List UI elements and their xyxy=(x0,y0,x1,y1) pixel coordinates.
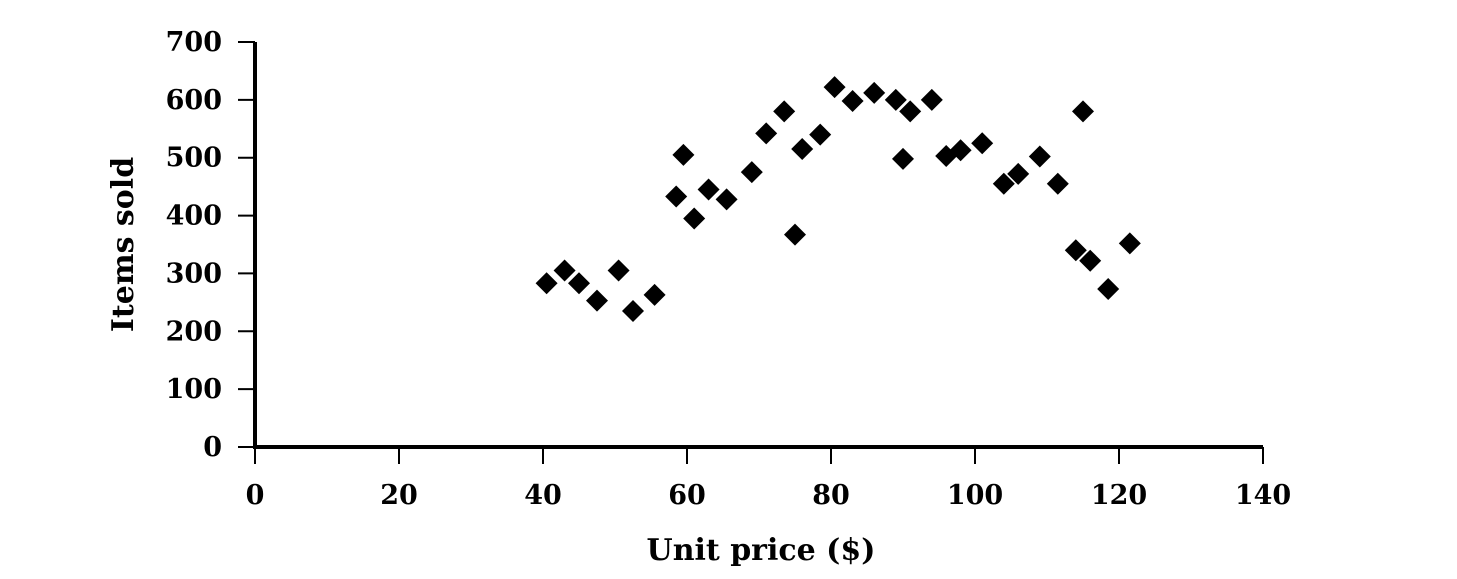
data-point xyxy=(1028,145,1051,168)
data-point xyxy=(784,223,806,246)
y-tick-label: 600 xyxy=(166,85,222,116)
data-points xyxy=(535,76,1141,323)
data-point xyxy=(535,272,558,295)
data-point xyxy=(607,259,630,282)
data-point xyxy=(643,283,666,306)
x-tick-label: 80 xyxy=(812,480,850,511)
x-axis-ticks: 0 20 40 60 80 100 120 140 xyxy=(246,447,1291,511)
data-point xyxy=(665,185,688,208)
data-point xyxy=(672,143,695,166)
x-tick-label: 20 xyxy=(380,480,418,511)
data-point xyxy=(683,207,706,230)
y-tick-label: 400 xyxy=(166,201,222,232)
data-point xyxy=(740,161,763,184)
data-point xyxy=(1072,100,1094,123)
x-tick-label: 120 xyxy=(1091,480,1147,511)
y-tick-label: 700 xyxy=(166,27,222,58)
data-point xyxy=(1046,172,1069,195)
data-point xyxy=(863,81,886,104)
y-axis-title: Items sold xyxy=(106,157,141,332)
y-tick-label: 100 xyxy=(166,374,222,405)
x-tick-label: 140 xyxy=(1235,480,1291,511)
data-point xyxy=(1097,278,1120,301)
data-point xyxy=(809,123,832,146)
y-tick-label: 200 xyxy=(166,316,222,347)
data-point xyxy=(791,138,814,161)
y-axis-ticks: 0 100 200 300 400 500 600 700 xyxy=(166,27,255,463)
y-tick-label: 300 xyxy=(166,258,222,289)
data-point xyxy=(553,259,576,282)
data-point xyxy=(992,172,1015,195)
data-point xyxy=(568,272,590,295)
data-point xyxy=(755,122,778,145)
x-tick-label: 60 xyxy=(668,480,706,511)
data-point xyxy=(892,147,914,170)
data-point xyxy=(1064,239,1087,262)
x-axis-title: Unit price ($) xyxy=(647,533,876,568)
data-point xyxy=(899,100,922,123)
data-point xyxy=(971,132,994,155)
data-point xyxy=(823,76,846,99)
x-tick-label: 40 xyxy=(524,480,562,511)
data-point xyxy=(884,88,907,111)
data-point xyxy=(586,289,608,312)
data-point xyxy=(773,100,796,123)
y-tick-label: 500 xyxy=(166,143,222,174)
data-point xyxy=(715,188,738,211)
x-tick-label: 100 xyxy=(947,480,1003,511)
data-point xyxy=(949,139,972,162)
data-point xyxy=(920,88,943,111)
data-point xyxy=(841,90,864,113)
data-point xyxy=(697,178,720,201)
x-tick-label: 0 xyxy=(246,480,265,511)
y-tick-label: 0 xyxy=(203,432,222,463)
data-point xyxy=(1007,162,1030,185)
data-point xyxy=(622,300,644,323)
data-point xyxy=(1079,249,1102,272)
data-point xyxy=(1118,232,1141,255)
